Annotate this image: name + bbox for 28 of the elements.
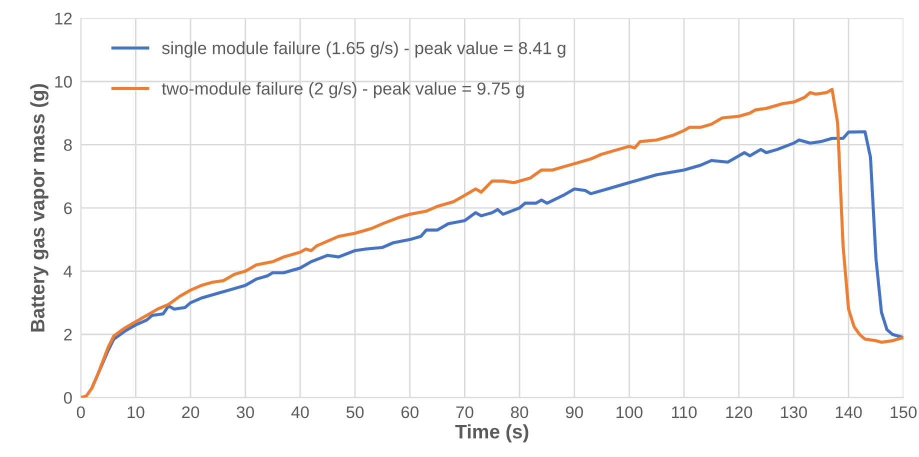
- x-axis-title: Time (s): [455, 424, 528, 442]
- x-tick-label: 100: [616, 406, 642, 418]
- x-tick-label: 130: [781, 406, 807, 418]
- x-tick-label: 90: [566, 406, 583, 418]
- legend-label: single module failure (1.65 g/s) - peak value = 8.41 g: [162, 41, 566, 58]
- x-tick-label: 110: [672, 406, 697, 418]
- y-tick-label: 12: [55, 12, 72, 24]
- x-tick-label: 50: [346, 406, 364, 418]
- x-tick-label: 120: [726, 406, 752, 418]
- y-tick-label: 8: [64, 139, 72, 151]
- y-tick-label: 0: [64, 392, 72, 404]
- y-tick-label: 6: [64, 202, 72, 214]
- x-tick-label: 40: [291, 406, 309, 418]
- x-tick-label: 20: [182, 406, 200, 418]
- x-tick-label: 0: [76, 406, 85, 418]
- x-tick-label: 30: [236, 406, 254, 418]
- line-series: [90, 130, 904, 390]
- y-tick-label: 10: [55, 76, 72, 88]
- x-tick-label: 140: [836, 406, 862, 418]
- x-tick-label: 80: [510, 406, 528, 418]
- x-tick-label: 60: [401, 406, 418, 418]
- x-tick-label: 70: [456, 406, 474, 418]
- y-axis-title: Battery gas vapor mass (g): [30, 84, 48, 332]
- y-tick-label: 4: [64, 266, 72, 278]
- y-tick-label: 2: [64, 328, 72, 340]
- legend-label: two-module failure (2 g/s) - peak value = 9.75 g: [162, 82, 524, 98]
- x-tick-label: 10: [128, 406, 144, 418]
- x-tick-label: 150: [890, 406, 917, 418]
